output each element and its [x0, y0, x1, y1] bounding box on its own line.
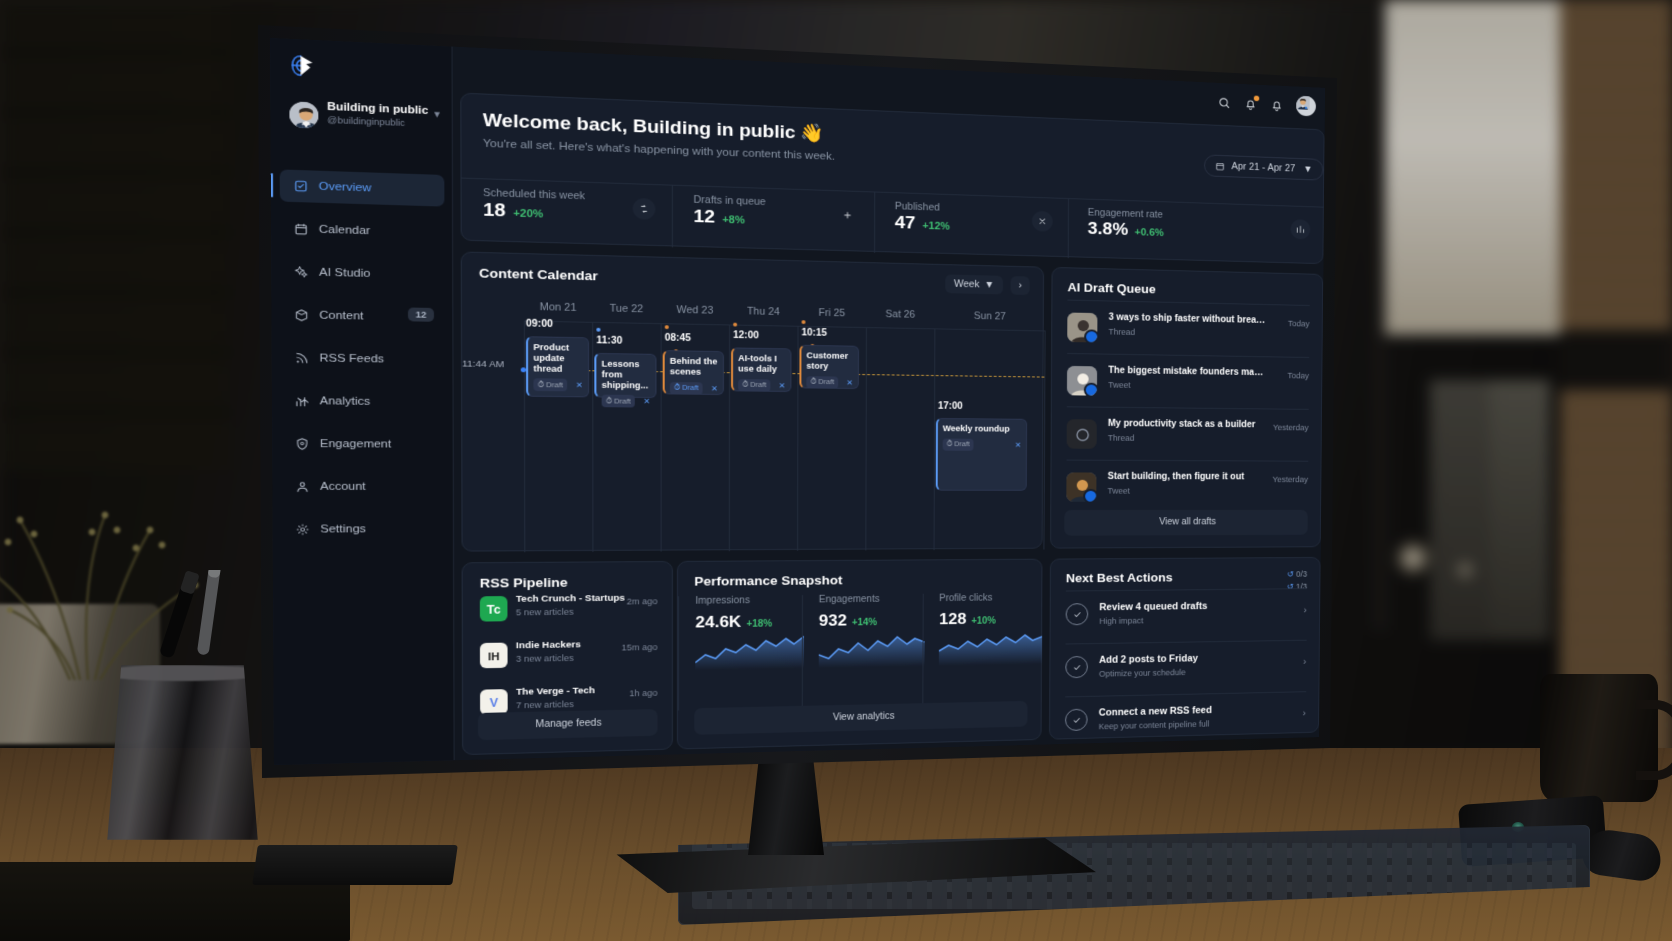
svg-text:V: V: [490, 696, 499, 710]
svg-text:Tc: Tc: [487, 603, 501, 617]
svg-text:IH: IH: [488, 650, 500, 663]
